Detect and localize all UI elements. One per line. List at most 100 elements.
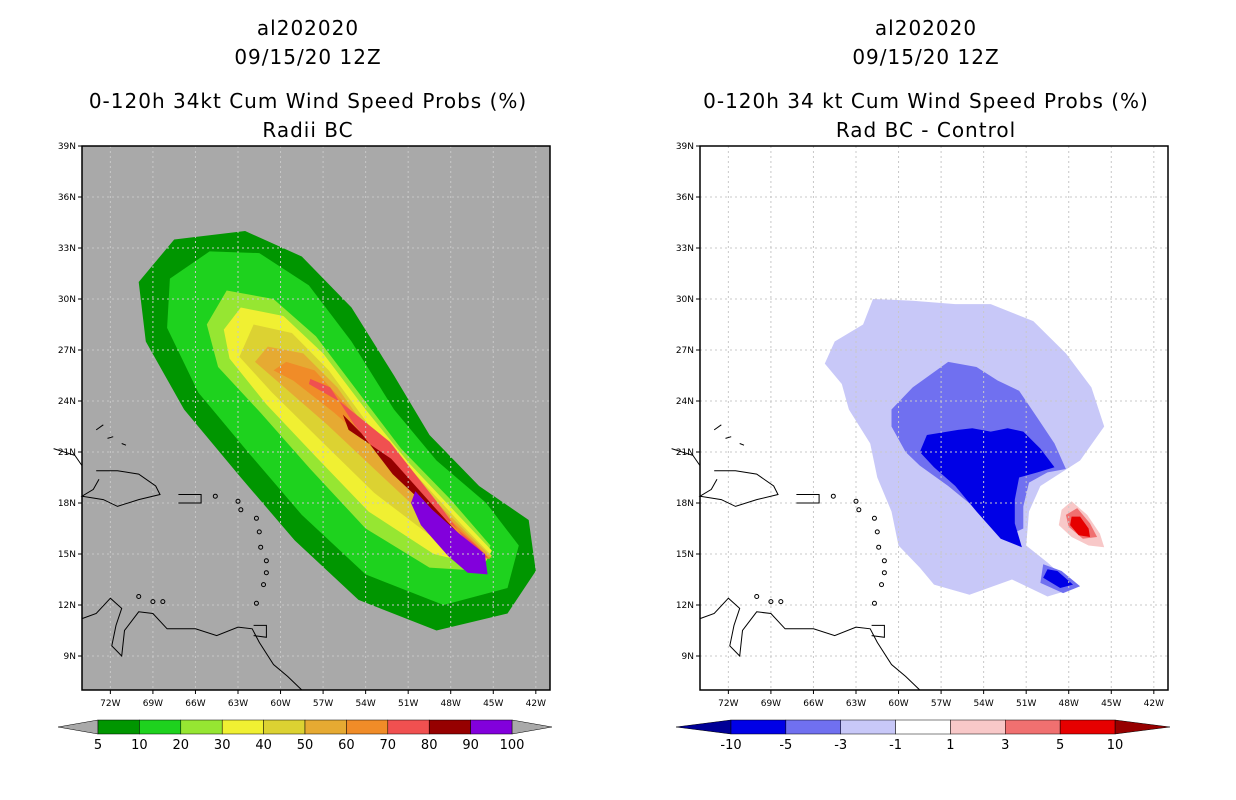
- left-colorbar-low-end: [57, 719, 99, 735]
- right-map-frame: [699, 145, 1169, 691]
- right-island-outline: [856, 507, 862, 513]
- left-colorbar-label: 5: [94, 738, 102, 753]
- right-colorbar-label: -1: [889, 738, 902, 753]
- left-title-variant: Radii BC: [262, 118, 354, 142]
- right-x-tick-label: 57W: [931, 699, 951, 709]
- left-x-tick-label: 51W: [398, 699, 418, 709]
- left-coastline-segment: [81, 597, 303, 691]
- left-x-tick-label: 57W: [313, 699, 333, 709]
- right-island-outline: [879, 582, 885, 588]
- left-island-outline: [150, 599, 156, 605]
- right-island-outline: [881, 570, 887, 576]
- right-x-tick-label: 54W: [973, 699, 993, 709]
- right-x-tick-label: 51W: [1016, 699, 1036, 709]
- left-y-tick-label: 9N: [64, 652, 76, 662]
- left-coastline-segment: [107, 436, 114, 439]
- right-y-tick-label: 27N: [676, 346, 694, 356]
- left-title-storm-id: al202020: [256, 16, 360, 40]
- right-coastline-segment: [796, 494, 820, 504]
- left-colorbar-label: 10: [131, 738, 148, 753]
- right-x-tick-label: 69W: [761, 699, 781, 709]
- left-y-tick-label: 36N: [58, 193, 76, 203]
- right-colorbar-swatch: [895, 719, 951, 735]
- left-colorbar-label: 60: [338, 738, 355, 753]
- right-colorbar-low-end: [675, 719, 732, 735]
- left-x-tick-label: 66W: [185, 699, 205, 709]
- left-colorbar-swatch: [97, 719, 140, 735]
- right-contour-layer: [824, 299, 1105, 597]
- left-y-tick-label: 15N: [58, 550, 76, 560]
- left-coastline-segment: [53, 448, 83, 466]
- right-grid-layer: [700, 145, 1168, 690]
- right-colorbar: -10 -5 -3 -1 1 3 5 10: [675, 719, 1171, 753]
- right-axis-ticks: 72W 69W 66W 63W 60W 57W 54W 51W 48W 45W 42W 39N 36N 3…: [676, 142, 1164, 709]
- left-y-tick-label: 21N: [58, 448, 76, 458]
- right-colorbar-high-end: [1114, 719, 1171, 735]
- left-colorbar-label: 30: [214, 738, 231, 753]
- left-colorbar-label: 20: [173, 738, 190, 753]
- left-colorbar-label: 90: [462, 738, 479, 753]
- left-colorbar-swatch: [470, 719, 513, 735]
- left-y-tick-label: 12N: [58, 601, 76, 611]
- left-y-tick-label: 18N: [58, 499, 76, 509]
- right-island-outline: [754, 594, 760, 599]
- left-coastline-segment: [95, 424, 104, 431]
- left-y-tick-label: 27N: [58, 346, 76, 356]
- right-island-outline: [871, 515, 877, 521]
- right-coastline-segment: [699, 597, 921, 691]
- left-colorbar-swatch: [263, 719, 306, 735]
- right-y-tick-label: 12N: [676, 601, 694, 611]
- right-title-date: 09/15/20 12Z: [852, 45, 1000, 69]
- left-x-tick-label: 54W: [355, 699, 375, 709]
- right-x-tick-label: 48W: [1059, 699, 1079, 709]
- left-island-outline: [253, 515, 259, 521]
- left-island-outline: [212, 493, 218, 499]
- left-colorbar-swatch: [304, 719, 347, 735]
- right-coastline-segment: [671, 448, 701, 466]
- left-colorbar-label: 100: [500, 738, 525, 753]
- left-y-tick-label: 39N: [58, 142, 76, 152]
- right-colorbar-label: 5: [1056, 738, 1064, 753]
- left-x-tick-label: 42W: [526, 699, 546, 709]
- left-y-tick-label: 24N: [58, 397, 76, 407]
- left-coastline-segment: [80, 470, 161, 507]
- left-x-tick-label: 72W: [100, 699, 120, 709]
- right-island-outline: [853, 498, 859, 504]
- right-island-outline: [830, 493, 836, 499]
- right-colorbar-label: 3: [1001, 738, 1009, 753]
- right-difference-map: 72W 69W 66W 63W 60W 57W 54W 51W 48W 45W 42W39N36N3…: [671, 142, 1171, 753]
- right-y-tick-label: 36N: [676, 193, 694, 203]
- left-colorbar-swatch: [387, 719, 430, 735]
- left-contour-layer: [138, 231, 536, 631]
- right-island-outline: [876, 544, 882, 550]
- right-colorbar-label: -5: [779, 738, 792, 753]
- right-x-tick-label: 63W: [846, 699, 866, 709]
- right-coastline-segment: [713, 424, 722, 431]
- right-contour--5-4: [1043, 569, 1073, 588]
- left-y-tick-label: 30N: [58, 295, 76, 305]
- right-x-tick-label: 45W: [1101, 699, 1121, 709]
- right-contour-10-7: [1070, 516, 1090, 537]
- right-coastline-segment: [871, 624, 885, 638]
- left-island-outline: [261, 582, 267, 588]
- right-island-outline: [874, 529, 880, 535]
- left-island-outline: [263, 558, 269, 564]
- right-colorbar-swatch: [1005, 719, 1061, 735]
- right-colorbar-swatch: [950, 719, 1006, 735]
- right-x-tick-label: 42W: [1144, 699, 1164, 709]
- right-x-tick-label: 60W: [888, 699, 908, 709]
- left-coastline-segment: [253, 624, 267, 638]
- left-colorbar-swatch: [221, 719, 264, 735]
- left-colorbar: 5 10 20 30 40 50 60 70 80 90 100: [57, 719, 553, 753]
- left-island-outline: [160, 599, 166, 605]
- left-island-outline: [258, 544, 264, 550]
- right-y-tick-label: 39N: [676, 142, 694, 152]
- right-y-tick-label: 15N: [676, 550, 694, 560]
- right-coastline-layer: [671, 424, 921, 691]
- right-colorbar-label: -3: [834, 738, 847, 753]
- left-colorbar-label: 70: [380, 738, 397, 753]
- left-axis-ticks: 72W 69W 66W 63W 60W 57W 54W 51W 48W 45W 42W 39N 36N 3…: [58, 142, 546, 709]
- right-island-outline: [778, 599, 784, 605]
- right-island-outline: [881, 558, 887, 564]
- right-colorbar-swatch: [840, 719, 896, 735]
